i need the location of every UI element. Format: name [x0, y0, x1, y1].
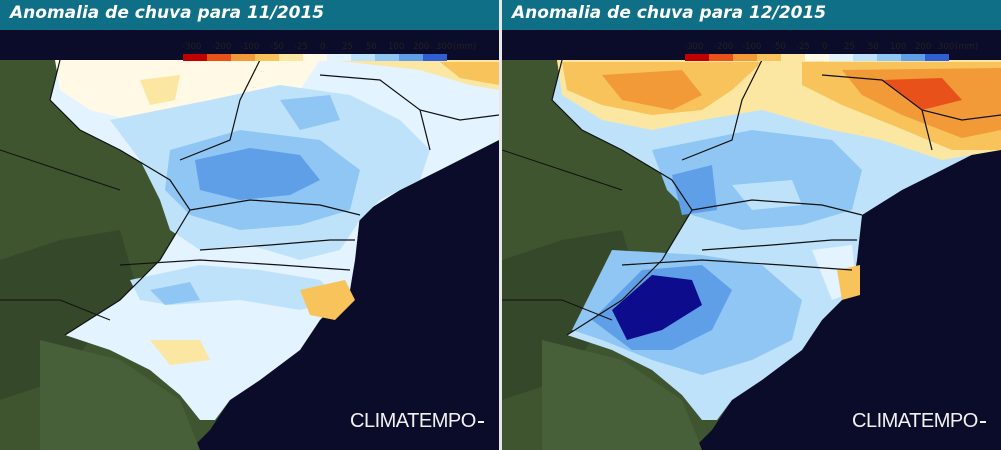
legend-swatch	[805, 54, 829, 61]
legend-label: 300	[938, 42, 955, 52]
brand-mark	[980, 421, 986, 423]
legend-label: 100	[388, 42, 405, 52]
map-panel-december: Anomalia de chuva para 12/2015 -300 -200…	[502, 0, 1001, 450]
brand-mark	[478, 421, 484, 423]
legend-labels: -300 -200 -100 -50 -25 0 25 50 100 200 3…	[180, 42, 476, 53]
legend-label: (mm)	[453, 42, 477, 52]
legend-label: 100	[890, 42, 907, 52]
title-bar: Anomalia de chuva para 12/2015	[502, 0, 1001, 30]
legend-swatch	[183, 54, 207, 61]
legend-label: 50	[366, 42, 377, 52]
map-title: Anomalia de chuva para 12/2015	[512, 3, 827, 23]
panel-divider	[499, 0, 502, 450]
legend-label: -300	[182, 42, 202, 52]
legend-label: -50	[270, 42, 284, 52]
legend-label: 300	[436, 42, 453, 52]
legend-swatch	[303, 54, 327, 61]
legend-label: -300	[684, 42, 704, 52]
legend-swatch	[901, 54, 925, 61]
legend-swatch	[399, 54, 423, 61]
legend-labels: -300 -200 -100 -50 -25 0 25 50 100 200 3…	[682, 42, 978, 53]
map-november	[0, 0, 499, 450]
legend: -300 -200 -100 -50 -25 0 25 50 100 200 3…	[180, 42, 476, 62]
legend-swatch	[709, 54, 733, 61]
legend-swatch	[829, 54, 853, 61]
legend-label: -25	[796, 42, 810, 52]
legend-label: -50	[772, 42, 786, 52]
map-title: Anomalia de chuva para 11/2015	[10, 3, 325, 23]
legend-label: 0	[822, 42, 828, 52]
legend-label: 25	[342, 42, 353, 52]
legend-swatch	[255, 54, 279, 61]
legend-label: (mm)	[955, 42, 979, 52]
legend-swatch	[207, 54, 231, 61]
legend-swatch	[423, 54, 447, 61]
legend-swatch	[877, 54, 901, 61]
legend: -300 -200 -100 -50 -25 0 25 50 100 200 3…	[682, 42, 978, 62]
legend-label: 25	[844, 42, 855, 52]
legend-swatch	[781, 54, 805, 61]
legend-color-bar	[685, 54, 949, 61]
legend-swatch	[925, 54, 949, 61]
legend-swatch	[231, 54, 255, 61]
legend-label: -25	[294, 42, 308, 52]
legend-label: -200	[212, 42, 232, 52]
legend-swatch	[757, 54, 781, 61]
legend-label: 0	[320, 42, 326, 52]
legend-swatch	[279, 54, 303, 61]
legend-label: -100	[742, 42, 762, 52]
legend-label: 200	[413, 42, 430, 52]
legend-swatch	[327, 54, 351, 61]
legend-swatch	[351, 54, 375, 61]
map-december	[502, 0, 1001, 450]
legend-swatch	[375, 54, 399, 61]
brand-logo: CLIMATEMPO	[852, 410, 978, 432]
legend-label: 200	[915, 42, 932, 52]
legend-label: -100	[240, 42, 260, 52]
brand-logo: CLIMATEMPO	[350, 410, 476, 432]
legend-swatch	[853, 54, 877, 61]
legend-color-bar	[183, 54, 447, 61]
title-bar: Anomalia de chuva para 11/2015	[0, 0, 499, 30]
legend-label: 50	[868, 42, 879, 52]
legend-swatch	[733, 54, 757, 61]
map-panel-november: Anomalia de chuva para 11/2015 -300 -200…	[0, 0, 499, 450]
legend-label: -200	[714, 42, 734, 52]
legend-swatch	[685, 54, 709, 61]
